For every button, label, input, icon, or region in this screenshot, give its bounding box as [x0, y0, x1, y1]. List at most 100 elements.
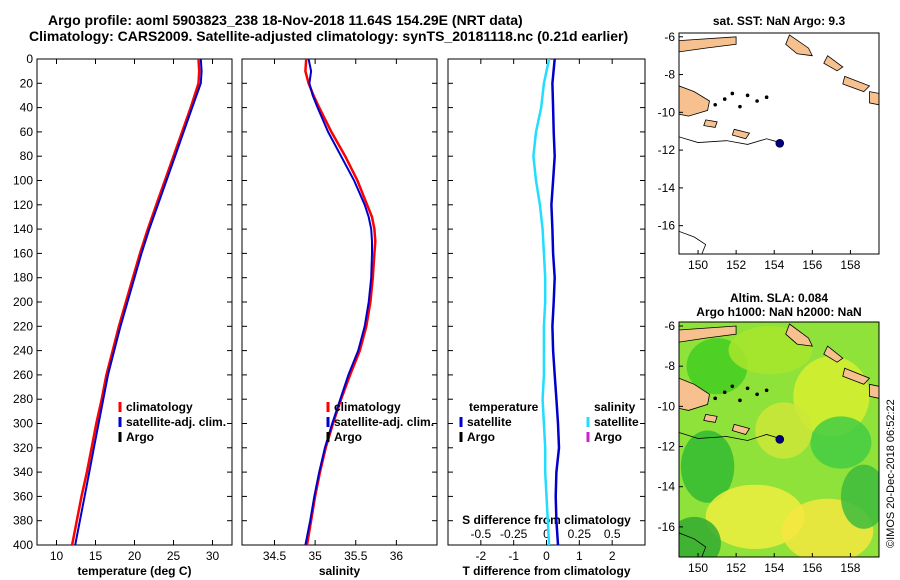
climatology-temperature-line — [70, 58, 201, 546]
sla-map-sla-anomaly — [679, 516, 721, 557]
sla-map-land — [823, 345, 844, 363]
sla-map-ytick-label: -14 — [658, 480, 676, 494]
temperature-panel: 0 20 40 60 80 100 120 140 160 180 200 220 240 260 280 3… — [13, 52, 233, 578]
salinity-diff-tick-label: -0.5 — [470, 527, 491, 541]
difference-legend-title-salinity: salinity — [594, 400, 636, 414]
difference-x-tick-label: -2 — [475, 549, 486, 563]
depth-tick-label: 260 — [13, 368, 33, 382]
temperature-x-tick-label: 25 — [167, 549, 181, 563]
sla-map-sla-anomaly — [755, 402, 813, 459]
sla-map-frame — [678, 321, 880, 558]
plot-title-line-2: Climatology: CARS2009. Satellite-adjuste… — [29, 28, 629, 44]
sst-map-land — [869, 91, 879, 106]
sla-map-ytick-label: -8 — [664, 359, 675, 373]
sla-map-island — [730, 384, 735, 389]
sla-map-sla-anomaly — [705, 484, 805, 549]
sla-map-island — [755, 392, 759, 397]
sla-map-sla-anomaly — [840, 464, 879, 529]
sla-map-ytick-label: -12 — [658, 440, 676, 454]
depth-tick-label: 220 — [13, 319, 33, 333]
sst-map-argo-marker — [775, 139, 785, 148]
salinity-diff-tick-label: 0.5 — [604, 527, 621, 541]
difference-panel: -2 -1 0 1 2-0.5 -0.25 0 0.25 0.5S difference fro… — [447, 58, 646, 578]
sst-map-island — [764, 95, 769, 100]
sst-map-xtick-label: 156 — [802, 258, 822, 272]
sst-map-island — [738, 104, 742, 109]
sst-map: 150 152 154 156 158 -6 -8 -10 -12 -14 -16 sat. SST:… — [658, 14, 880, 272]
satellite-salinity-line — [304, 58, 373, 546]
sla-map-sla-anomaly — [810, 416, 872, 469]
depth-tick-label: 80 — [20, 149, 34, 163]
difference-panel-frame — [447, 58, 646, 546]
sla-map-land — [679, 325, 737, 343]
sla-map-land — [785, 323, 813, 347]
sst-map-ytick-label: -12 — [658, 143, 676, 157]
sla-map-xtick-label: 150 — [688, 561, 708, 575]
sst-map-ytick-label: -10 — [658, 105, 676, 119]
temperature-legend-label: Argo — [126, 430, 154, 444]
sla-map: 150 152 154 156 158 -6 -8 -10 -12 -14 -16 Altim. SL… — [658, 291, 880, 575]
sla-map-xtick-label: 158 — [840, 561, 860, 575]
sst-map-land — [785, 34, 813, 57]
difference-legend-salinity-label: Argo — [594, 430, 622, 444]
depth-tick-label: 280 — [13, 392, 33, 406]
depth-tick-label: 180 — [13, 271, 33, 285]
depth-tick-label: 240 — [13, 344, 33, 358]
sla-map-land — [869, 383, 879, 399]
sla-map-sla-anomaly — [680, 430, 735, 503]
sla-map-xtick-label: 152 — [726, 561, 746, 575]
salinity-diff-tick-label: 0 — [543, 527, 550, 541]
sla-map-title-line-2: Argo h1000: NaN h2000: NaN — [696, 305, 861, 319]
sst-map-xtick-label: 154 — [764, 258, 784, 272]
sla-map-ytick-label: -16 — [658, 520, 676, 534]
depth-tick-label: 160 — [13, 246, 33, 260]
sla-map-contour — [679, 432, 781, 441]
sla-map-content — [679, 322, 879, 557]
sla-map-xtick-label: 156 — [802, 561, 822, 575]
depth-tick-label: 400 — [13, 538, 33, 552]
depth-tick-label: 0 — [26, 52, 33, 66]
salinity-x-tick-label: 36 — [390, 549, 404, 563]
temperature-axis-label: temperature (deg C) — [77, 564, 191, 578]
sst-map-island — [745, 93, 750, 98]
plot-title-line-1: Argo profile: aoml 5903823_238 18-Nov-20… — [48, 12, 523, 28]
salinity-diff-tick-label: -0.25 — [500, 527, 528, 541]
sst-map-land — [679, 36, 737, 53]
salinity-diff-tick-label: 0.25 — [568, 527, 592, 541]
sst-map-island — [730, 91, 735, 96]
salinity-axis-label: salinity — [319, 564, 361, 578]
difference-x-tick-label: 1 — [576, 549, 583, 563]
sla-map-island — [738, 398, 742, 403]
depth-tick-label: 20 — [20, 76, 34, 90]
sla-map-ytick-label: -6 — [664, 319, 675, 333]
sst-map-land — [823, 55, 844, 72]
depth-tick-label: 40 — [20, 101, 34, 115]
salinity-panel: 34.5 35 35.5 36 salinity climatologysatellite… — [241, 58, 438, 578]
sst-map-contour — [679, 230, 707, 254]
sst-map-xtick-label: 150 — [688, 258, 708, 272]
sla-map-land — [842, 367, 871, 385]
imos-watermark: ©IMOS 20-Dec-2018 06:52:22 — [885, 399, 897, 548]
temperature-x-tick-label: 20 — [128, 549, 142, 563]
salinity-x-tick-label: 34.5 — [263, 549, 287, 563]
depth-tick-label: 60 — [20, 125, 34, 139]
sla-map-xtick-label: 154 — [764, 561, 784, 575]
temperature-x-tick-label: 15 — [89, 549, 103, 563]
salinity-x-tick-label: 35 — [308, 549, 322, 563]
salinity-legend-label: satellite-adj. clim. — [334, 415, 434, 429]
difference-x-tick-label: 0 — [543, 549, 550, 563]
difference-legend-temperature-label: satellite — [467, 415, 512, 429]
sst-map-ytick-label: -14 — [658, 181, 676, 195]
sla-map-land — [731, 423, 751, 435]
sla-map-island — [764, 388, 769, 393]
salinity-difference-line — [532, 58, 551, 546]
sst-map-contour — [679, 136, 781, 145]
sla-map-island — [745, 386, 750, 391]
depth-tick-label: 140 — [13, 222, 33, 236]
salinity-x-tick-label: 35.5 — [344, 549, 368, 563]
sla-map-contour — [679, 532, 707, 557]
difference-legend-title-temperature: temperature — [469, 400, 539, 414]
difference-x-tick-label: -1 — [508, 549, 519, 563]
sst-map-island — [713, 102, 717, 107]
salinity-legend-label: Argo — [334, 430, 362, 444]
